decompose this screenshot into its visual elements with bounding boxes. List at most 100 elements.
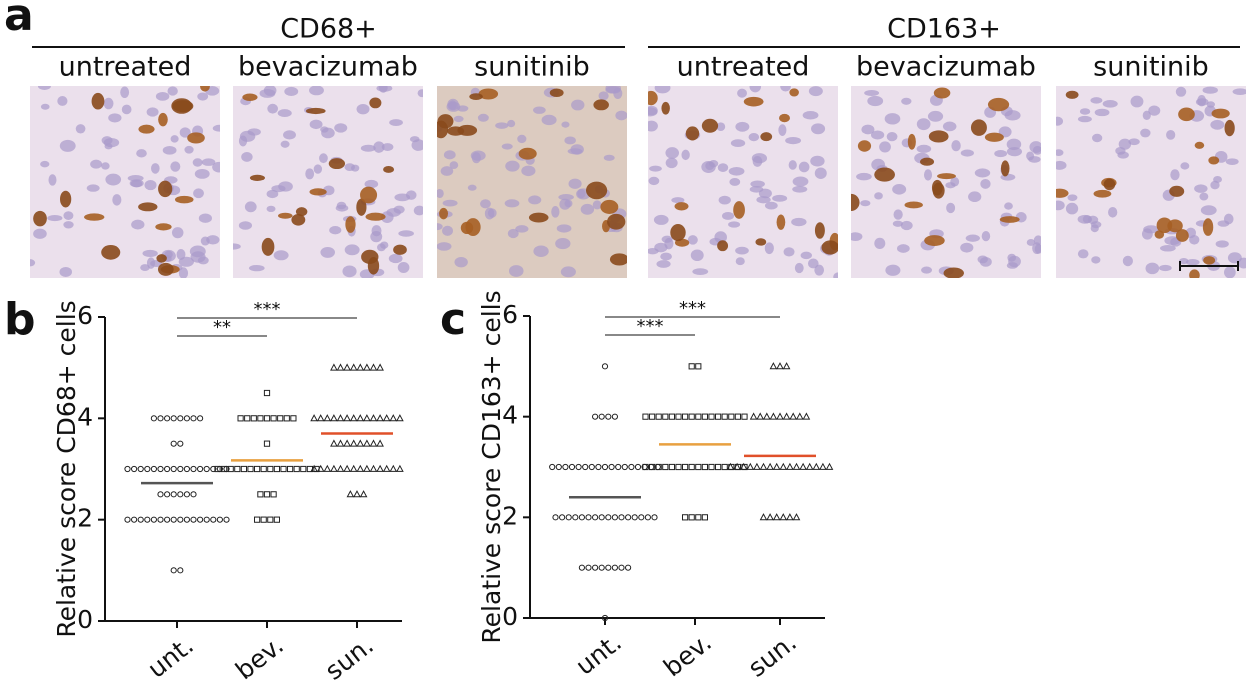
point [585,564,592,571]
stained-cell [158,180,173,198]
nucleus [1090,97,1103,104]
point [349,414,358,422]
stained-cell [249,174,266,181]
nucleus [1223,213,1234,225]
point [592,514,599,521]
point [396,464,404,472]
point [131,465,138,473]
nucleus [336,201,347,210]
stained-cell [156,254,167,263]
stained-cell [743,96,764,107]
point [638,514,645,521]
y-tick-label: 4 [77,402,93,431]
point [137,465,144,473]
nucleus [309,119,323,130]
stained-cell [1203,256,1216,265]
nucleus [1145,262,1160,275]
micrograph [437,86,627,278]
nucleus [558,194,574,201]
nucleus [212,161,220,173]
nucleus [398,230,414,237]
y-tick-label: 0 [77,605,93,634]
point [396,414,404,422]
point [795,412,804,420]
nucleus [37,86,51,90]
stained-cell [1189,269,1200,278]
nucleus [1166,129,1176,140]
nucleus [40,103,50,110]
point [688,463,695,471]
point [776,412,784,420]
nucleus [551,206,560,218]
nucleus [364,179,379,189]
nucleus [564,136,576,145]
nucleus [810,155,825,167]
nucleus [178,267,189,278]
point [164,516,171,523]
nucleus [1056,200,1065,211]
nucleus [507,228,519,239]
point [649,413,656,420]
stained-cell [200,86,210,92]
point [595,463,602,471]
nucleus [238,221,253,230]
nucleus [142,249,158,258]
stained-cell [585,181,608,200]
nucleus [560,266,576,278]
nucleus [140,264,150,271]
nucleus [717,163,729,172]
nucleus [942,121,957,132]
nucleus [541,114,557,126]
point [244,415,251,422]
stained-cell [755,238,767,246]
image-title: sunitinib [474,52,590,83]
point [170,440,177,447]
point [234,465,241,473]
point [753,462,761,470]
stained-cell [360,186,378,204]
nucleus [764,242,774,255]
nucleus [1143,225,1159,234]
point [177,491,184,498]
point [310,414,318,422]
stained-cell [549,88,564,97]
nucleus [808,86,823,97]
nucleus [394,193,411,202]
stained-cell [674,202,689,211]
nucleus [864,89,880,97]
nucleus [867,95,884,107]
point [708,413,715,420]
nucleus [1118,138,1132,150]
point [157,415,164,422]
nucleus [1213,175,1222,183]
micrograph-content [437,86,627,278]
x-tick-label: unt. [142,630,199,683]
point [356,414,365,422]
point [382,414,391,422]
point [746,462,755,470]
nucleus [1164,236,1181,246]
nucleus [517,134,527,144]
nucleus [443,150,456,160]
nucleus [571,99,585,111]
point [237,415,244,422]
nucleus [807,258,819,269]
nucleus [309,86,324,96]
nucleus [1079,108,1091,115]
point [210,465,217,473]
point [592,413,599,420]
nucleus [108,113,122,123]
nucleus [778,124,787,137]
stained-cell [365,212,386,221]
nucleus [437,188,444,199]
nucleus [1056,116,1064,126]
nucleus [800,251,812,260]
point [662,463,669,471]
point [568,463,576,471]
nucleus [570,144,584,155]
nucleus [1185,259,1200,266]
point [190,516,197,523]
nucleus [1197,95,1207,107]
point [287,465,294,473]
nucleus [127,175,144,182]
